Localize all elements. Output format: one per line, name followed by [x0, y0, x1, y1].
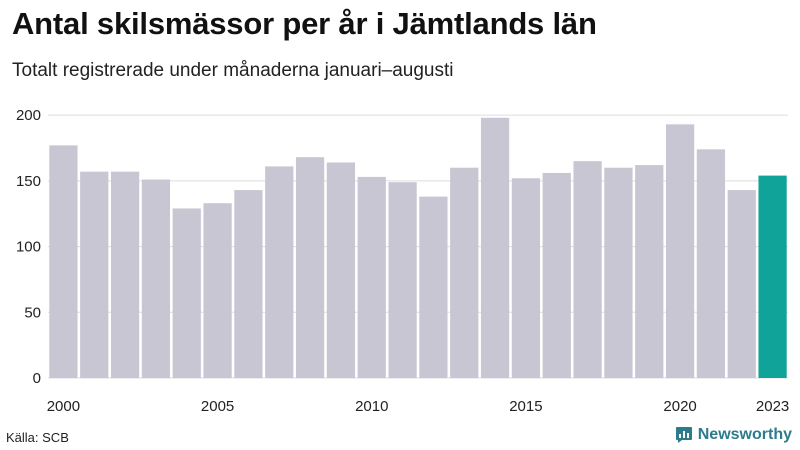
bar-2002 [110, 171, 140, 378]
newsworthy-logo-icon [675, 427, 692, 443]
bar-2007 [265, 166, 294, 378]
bar-2001 [80, 171, 109, 378]
bar-2017 [573, 161, 602, 378]
x-tick-label-2015: 2015 [509, 398, 542, 415]
bar-2004 [172, 208, 201, 378]
x-tick-label-2000: 2000 [47, 398, 80, 415]
bar-2016 [542, 172, 571, 378]
y-tick-label-200: 200 [16, 107, 41, 124]
x-tick-label-2010: 2010 [355, 398, 388, 415]
bar-2023 [758, 175, 787, 378]
bar-series [49, 117, 787, 379]
source-note: Källa: SCB [6, 430, 69, 445]
bar-2003 [141, 179, 171, 378]
bar-2012 [419, 196, 448, 378]
y-tick-label-150: 150 [16, 173, 41, 190]
x-tick-label-2020: 2020 [663, 398, 696, 415]
bar-2015 [511, 178, 541, 378]
bar-2013 [450, 167, 479, 378]
bar-2011 [388, 182, 417, 378]
x-tick-label-2005: 2005 [201, 398, 234, 415]
bar-2020 [665, 124, 695, 378]
brand-logo: Newsworthy [675, 426, 792, 444]
grid-lines [48, 114, 788, 379]
x-axis: 2000 2005 2010 2015 2020 2023 [47, 398, 790, 415]
bar-2005 [203, 203, 232, 378]
brand-name: Newsworthy [697, 426, 792, 443]
y-tick-label-0: 0 [33, 370, 41, 387]
chart-subtitle: Totalt registrerade under månaderna janu… [12, 60, 454, 81]
x-tick-label-2023: 2023 [756, 398, 789, 415]
bar-2018 [604, 167, 633, 378]
bar-2022 [727, 190, 756, 378]
bar-2014 [480, 117, 510, 379]
y-axis: 0 50 100 150 200 [16, 107, 41, 387]
bar-2021 [696, 149, 726, 378]
chart-title: Antal skilsmässor per år i Jämtlands län [12, 6, 597, 41]
y-tick-label-50: 50 [24, 304, 41, 321]
y-tick-label-100: 100 [16, 239, 41, 256]
bar-2009 [326, 162, 356, 378]
bar-2010 [357, 176, 386, 378]
bar-2008 [295, 157, 325, 378]
bar-2006 [234, 190, 263, 378]
bar-2019 [635, 165, 664, 378]
bar-2000 [49, 145, 78, 378]
